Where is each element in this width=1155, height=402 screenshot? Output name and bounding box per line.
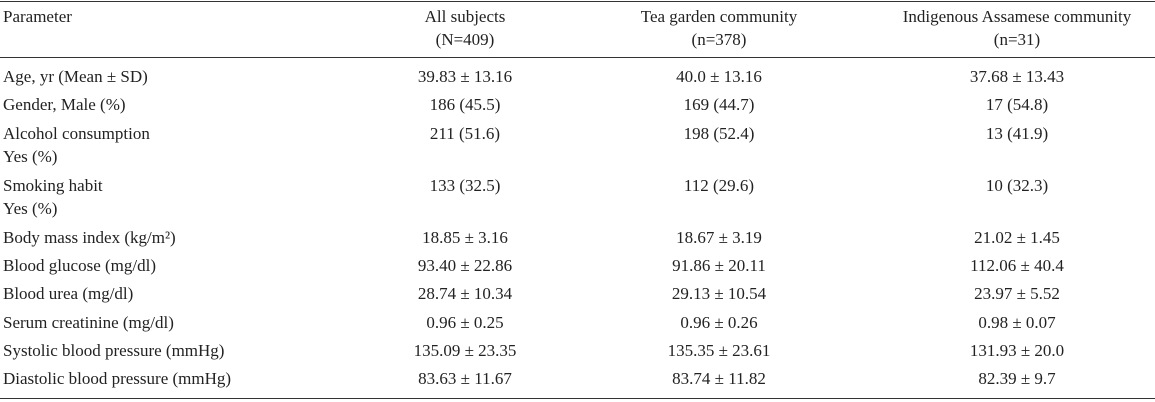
value-cell: 211 (51.6) bbox=[429, 123, 501, 143]
value-cell: 83.74 ± 11.82 bbox=[672, 369, 766, 389]
parameter-label: Diastolic blood pressure (mmHg) bbox=[3, 369, 232, 389]
value-cell: 29.13 ± 10.54 bbox=[671, 284, 767, 304]
parameter-label: Serum creatinine (mg/dl) bbox=[3, 312, 174, 332]
parameter-label: Systolic blood pressure (mmHg) bbox=[3, 340, 225, 360]
parameter-label: Yes (%) bbox=[3, 146, 58, 166]
value-cell: 135.09 ± 23.35 bbox=[413, 340, 517, 360]
value-cell: 23.97 ± 5.52 bbox=[974, 284, 1060, 304]
value-cell: 40.0 ± 13.16 bbox=[676, 67, 762, 86]
value-cell: 18.85 ± 3.16 bbox=[422, 227, 508, 247]
header-cell: (n=31) bbox=[993, 30, 1041, 49]
value-cell: 83.63 ± 11.67 bbox=[418, 369, 512, 389]
parameter-label: Alcohol consumption bbox=[3, 123, 150, 143]
parameter-label: Yes (%) bbox=[3, 198, 58, 218]
value-cell: 21.02 ± 1.45 bbox=[974, 227, 1060, 247]
value-cell: 0.96 ± 0.25 bbox=[426, 312, 504, 332]
parameter-label: Gender, Male (%) bbox=[3, 95, 126, 115]
header-rule bbox=[0, 57, 1155, 58]
header-cell: All subjects bbox=[424, 7, 506, 26]
value-cell: 17 (54.8) bbox=[985, 95, 1049, 115]
parameter-label: Blood glucose (mg/dl) bbox=[3, 255, 156, 275]
value-cell: 37.68 ± 13.43 bbox=[969, 67, 1065, 86]
value-cell: 93.40 ± 22.86 bbox=[417, 255, 513, 275]
value-cell: 82.39 ± 9.7 bbox=[978, 369, 1056, 389]
value-cell: 0.98 ± 0.07 bbox=[978, 312, 1056, 332]
parameter-label: Blood urea (mg/dl) bbox=[3, 284, 134, 304]
value-cell: 135.35 ± 23.61 bbox=[667, 340, 771, 360]
value-cell: 39.83 ± 13.16 bbox=[417, 67, 513, 86]
parameter-label: Body mass index (kg/m²) bbox=[3, 227, 176, 247]
value-cell: 198 (52.4) bbox=[683, 123, 755, 143]
value-cell: 131.93 ± 20.0 bbox=[969, 340, 1065, 360]
header-cell: (N=409) bbox=[435, 30, 495, 49]
value-cell: 169 (44.7) bbox=[683, 95, 755, 115]
top-rule bbox=[0, 1, 1155, 2]
value-cell: 133 (32.5) bbox=[429, 175, 501, 195]
header-cell: Tea garden community bbox=[640, 7, 798, 26]
header-cell: Parameter bbox=[3, 7, 72, 26]
header-cell: Indigenous Assamese community bbox=[902, 7, 1132, 26]
parameter-label: Age, yr (Mean ± SD) bbox=[3, 67, 148, 86]
value-cell: 10 (32.3) bbox=[985, 175, 1049, 195]
header-cell: (n=378) bbox=[691, 30, 747, 49]
value-cell: 91.86 ± 20.11 bbox=[672, 255, 766, 275]
value-cell: 112.06 ± 40.4 bbox=[970, 255, 1064, 275]
value-cell: 18.67 ± 3.19 bbox=[676, 227, 762, 247]
value-cell: 28.74 ± 10.34 bbox=[417, 284, 513, 304]
value-cell: 13 (41.9) bbox=[985, 123, 1049, 143]
parameter-label: Smoking habit bbox=[3, 175, 103, 195]
value-cell: 112 (29.6) bbox=[683, 175, 755, 195]
value-cell: 186 (45.5) bbox=[429, 95, 501, 115]
bottom-rule bbox=[0, 398, 1155, 399]
value-cell: 0.96 ± 0.26 bbox=[680, 312, 758, 332]
